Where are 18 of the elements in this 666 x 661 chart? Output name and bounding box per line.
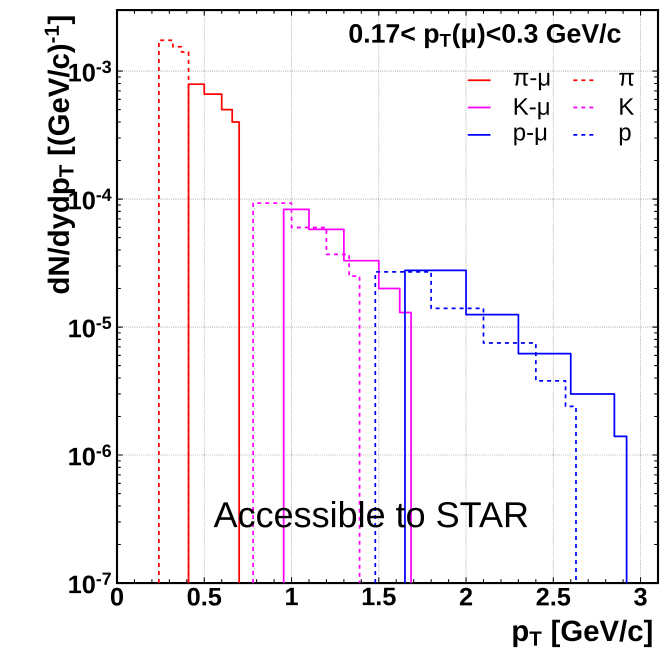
annotation: 0.17< p$_{T}$(μ)<0.3 GeV/c [349,23,621,48]
y-tick-label: 10$^{-5}$ [69,316,112,338]
legend-label: π [619,72,634,86]
x-tick-label: 0.5 [188,588,222,606]
x-tick-label: 1.5 [362,588,396,606]
x-axis-title: p$_{T}$ [GeV/c] [513,620,652,648]
x-tick-label: 2 [460,588,472,606]
x-tick-label: 1 [286,588,298,606]
legend-label: K [620,98,634,115]
y-tick-label: 10$^{-7}$ [69,572,111,594]
x-tick-label: 0 [110,588,124,606]
y-tick-label: 10$^{-6}$ [69,444,111,466]
legend-label: p [620,127,631,146]
legend-label: K-μ [514,98,549,120]
legend-label: π-μ [514,72,550,90]
legend-label: p-μ [514,127,546,146]
x-tick-label: 2.5 [536,588,570,606]
x-tick-label: 3 [634,588,647,606]
